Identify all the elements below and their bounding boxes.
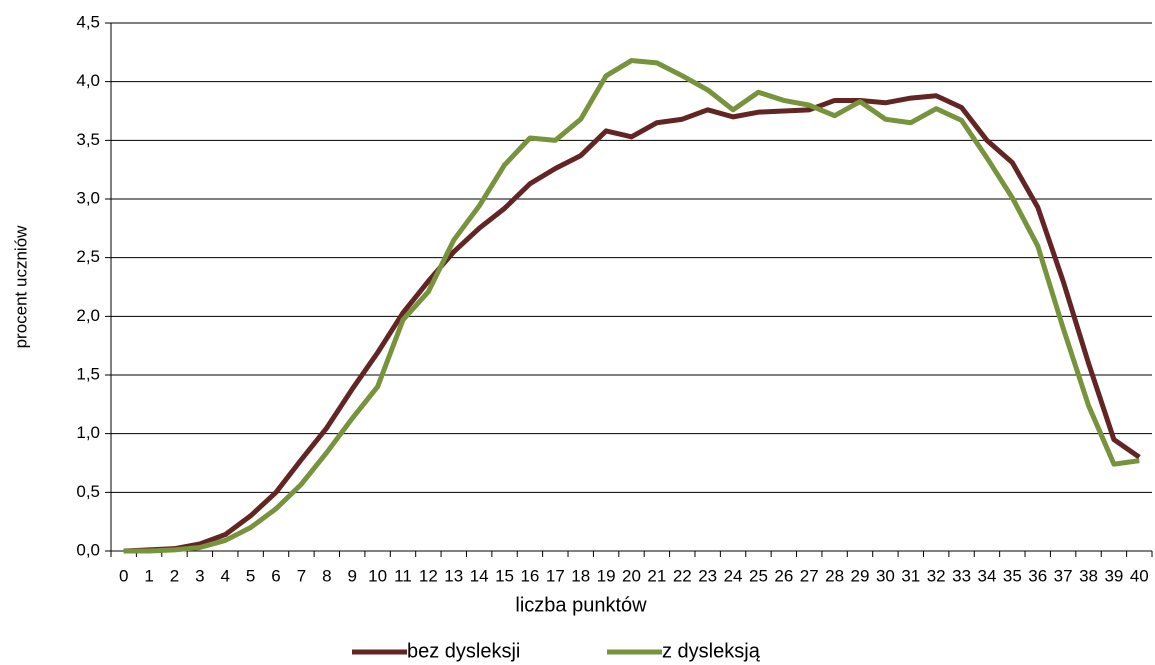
y-tick-label: 1,0	[76, 423, 100, 442]
x-tick-label: 16	[520, 566, 539, 585]
x-tick-label: 4	[221, 566, 230, 585]
legend-label: bez dysleksji	[407, 640, 520, 662]
y-tick-label: 3,5	[76, 130, 100, 149]
x-tick-label: 37	[1054, 566, 1073, 585]
x-tick-label: 19	[597, 566, 616, 585]
x-tick-label: 23	[698, 566, 717, 585]
y-tick-label: 3,0	[76, 188, 100, 207]
x-tick-label: 31	[901, 566, 920, 585]
y-tick-label: 0,0	[76, 540, 100, 559]
x-tick-label: 22	[673, 566, 692, 585]
x-tick-label: 9	[347, 566, 356, 585]
x-tick-label: 26	[774, 566, 793, 585]
x-tick-label: 40	[1130, 566, 1149, 585]
y-axis-title: procent uczniów	[11, 225, 30, 349]
x-tick-label: 0	[119, 566, 128, 585]
x-tick-label: 5	[246, 566, 255, 585]
x-tick-label: 20	[622, 566, 641, 585]
x-tick-label: 6	[271, 566, 280, 585]
x-tick-label: 12	[419, 566, 438, 585]
series-line	[123, 58, 1140, 554]
y-tick-label: 4,5	[76, 12, 100, 31]
x-tick-label: 24	[724, 566, 743, 585]
x-tick-label: 28	[825, 566, 844, 585]
x-tick-label: 36	[1028, 566, 1047, 585]
x-tick-label: 10	[368, 566, 387, 585]
x-tick-label: 17	[546, 566, 565, 585]
y-tick-label: 4,0	[76, 71, 100, 90]
y-tick-label: 0,5	[76, 482, 100, 501]
x-tick-label: 3	[195, 566, 204, 585]
x-tick-label: 14	[470, 566, 489, 585]
x-axis-title: liczba punktów	[515, 594, 647, 616]
x-tick-label: 34	[978, 566, 997, 585]
x-tick-label: 15	[495, 566, 514, 585]
x-tick-label: 8	[322, 566, 331, 585]
x-tick-label: 38	[1079, 566, 1098, 585]
x-tick-label: 21	[647, 566, 666, 585]
x-tick-label: 39	[1104, 566, 1123, 585]
x-tick-label: 32	[927, 566, 946, 585]
y-tick-label: 2,5	[76, 247, 100, 266]
series-line	[123, 93, 1141, 554]
y-tick-label: 2,0	[76, 306, 100, 325]
x-tick-label: 33	[952, 566, 971, 585]
x-tick-label: 11	[394, 566, 412, 585]
x-tick-label: 25	[749, 566, 768, 585]
x-tick-label: 1	[144, 566, 153, 585]
y-tick-label: 1,5	[76, 364, 100, 383]
x-tick-label: 27	[800, 566, 819, 585]
x-tick-label: 35	[1003, 566, 1022, 585]
x-tick-label: 7	[297, 566, 306, 585]
x-tick-label: 18	[571, 566, 590, 585]
x-tick-label: 13	[444, 566, 463, 585]
x-tick-label: 30	[876, 566, 895, 585]
x-tick-label: 29	[851, 566, 870, 585]
x-tick-label: 2	[170, 566, 179, 585]
legend-label: z dysleksją	[662, 640, 761, 662]
